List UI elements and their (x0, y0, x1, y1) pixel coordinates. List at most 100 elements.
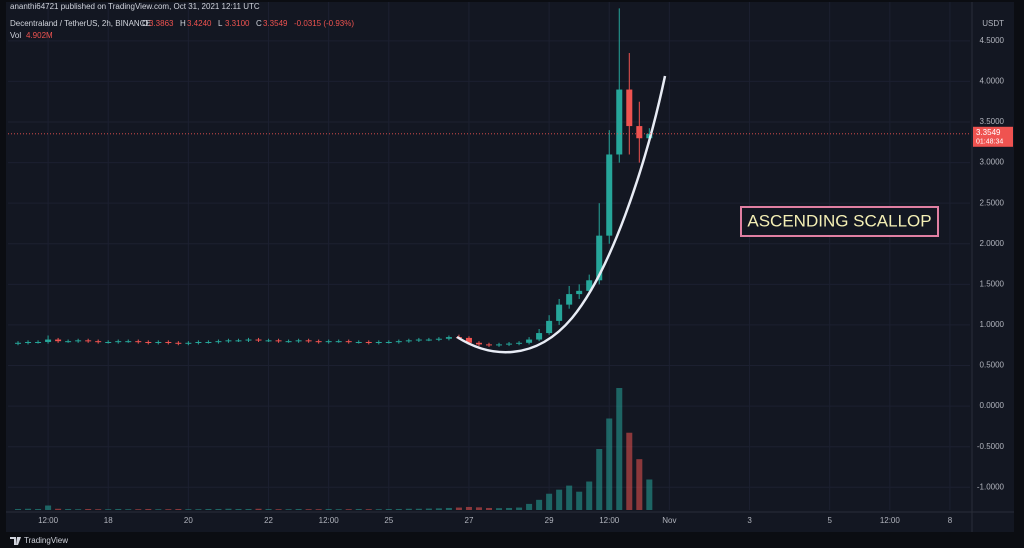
volume-bar (606, 418, 613, 510)
volume-bar (646, 479, 653, 510)
candle-body (175, 342, 182, 344)
candle-body (215, 341, 222, 343)
x-tick-label: 12:00 (880, 516, 901, 525)
candle-body (415, 339, 422, 341)
ohlc-key: L (218, 19, 223, 28)
plot-background (6, 2, 1014, 532)
candle-body (75, 340, 82, 342)
volume-bar (295, 508, 302, 510)
candle-body (485, 344, 493, 346)
volume-bar (616, 388, 623, 510)
x-tick-label: 27 (465, 516, 474, 525)
candle-body (596, 235, 603, 281)
volume-bar (395, 508, 402, 510)
annotation: ASCENDING SCALLOP (747, 211, 931, 230)
candle-body (375, 341, 382, 343)
change: -0.0315 (-0.93%) (294, 19, 354, 28)
candle-body (305, 340, 312, 342)
y-tick-label: 2.0000 (980, 239, 1005, 248)
volume-bar (566, 485, 573, 510)
candle-body (25, 341, 32, 343)
volume-bar (105, 509, 112, 510)
candle-body (616, 89, 623, 155)
volume-bar (85, 508, 92, 510)
candle-body (205, 341, 212, 343)
candle-body (235, 340, 242, 342)
volume-bar (155, 509, 162, 510)
volume-bar (285, 509, 292, 510)
volume-bar (75, 509, 82, 510)
volume-bar (576, 491, 583, 510)
candle-body (435, 338, 442, 340)
x-tick-label: 12:00 (319, 516, 340, 525)
y-tick-label: -0.5000 (977, 442, 1005, 451)
candle-body (55, 339, 62, 342)
candle-body (445, 337, 452, 339)
candle-body (475, 342, 482, 345)
candle-body (395, 341, 402, 343)
candle-body (225, 340, 232, 342)
candle-body (536, 333, 543, 340)
ohlc-value: 3.4240 (187, 19, 212, 28)
candle-body (65, 341, 72, 343)
volume-bar (485, 507, 493, 510)
candle-body (636, 126, 643, 139)
volume-bar (375, 509, 382, 510)
x-tick-label: 12:00 (38, 516, 59, 525)
candle-body (135, 341, 142, 343)
volume-bar (516, 507, 523, 510)
countdown: 01:48:34 (976, 139, 1003, 146)
y-tick-label: 1.0000 (980, 320, 1005, 329)
volume-bar (435, 508, 442, 510)
candle-body (15, 342, 22, 344)
candle-body (385, 341, 392, 343)
volume-value: 4.902M (26, 31, 53, 40)
candle-body (586, 280, 593, 291)
volume-bar (205, 508, 212, 510)
volume-bar (636, 459, 643, 510)
currency: USDT (982, 19, 1004, 28)
volume-bar (255, 508, 262, 510)
y-tick-label: 1.5000 (980, 279, 1005, 288)
volume-bar (325, 508, 332, 510)
volume-layer (15, 388, 653, 510)
volume-bar (125, 509, 132, 510)
volume-bar (536, 499, 543, 510)
volume-bar (556, 489, 563, 510)
candle-body (496, 344, 503, 346)
volume-bar (215, 508, 222, 510)
candle-body (265, 340, 272, 342)
candle-body (365, 341, 372, 343)
x-tick-label: 20 (184, 516, 193, 525)
volume-bar (415, 508, 422, 510)
last-price-label: 3.3549 (976, 128, 1001, 137)
candle-body (125, 341, 132, 343)
volume-bar (275, 509, 282, 510)
candle-body (606, 154, 613, 236)
candle-layer (15, 8, 653, 347)
candle-body (355, 341, 362, 343)
volume-bar (335, 509, 342, 510)
volume-bar (445, 507, 452, 510)
candle-body (295, 340, 302, 342)
x-tick-label: 8 (948, 516, 953, 525)
volume-bar (55, 508, 62, 510)
volume-bar (225, 508, 232, 510)
ohlc-legend: O 3.3863 H 3.4240 L 3.3100 C 3.3549 -0.0315 (-0.… (142, 19, 354, 28)
publisher: ananthi64721 published on TradingView.co… (10, 2, 260, 11)
candle-body (105, 341, 112, 343)
x-tick-label: 3 (747, 516, 752, 525)
volume-bar (315, 509, 322, 510)
volume-bar (95, 509, 102, 510)
candle-body (526, 339, 533, 343)
volume-bar (65, 508, 72, 510)
x-tick-label: 22 (264, 516, 273, 525)
volume-bar (145, 508, 152, 510)
volume-bar (596, 449, 603, 510)
x-tick-label: 29 (545, 516, 554, 525)
candle-body (626, 89, 633, 127)
volume-bar (496, 508, 503, 510)
ohlc-value: 3.3100 (225, 19, 250, 28)
candle-body (335, 341, 342, 343)
